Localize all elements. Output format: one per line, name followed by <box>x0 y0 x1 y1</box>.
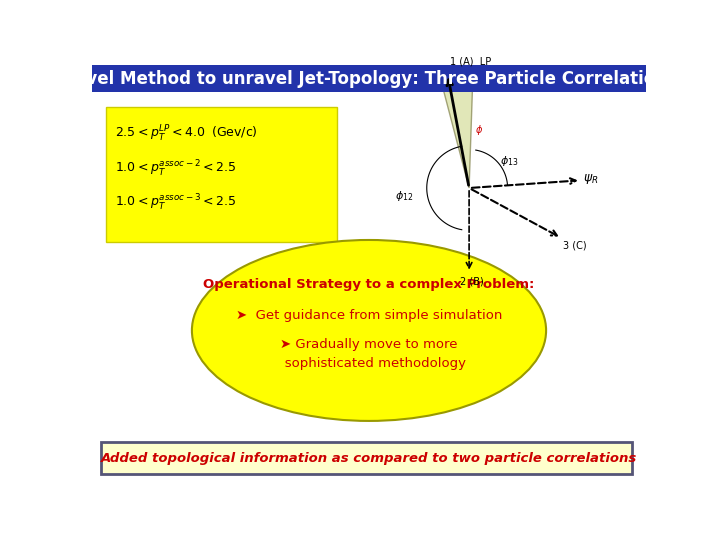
Bar <box>92 65 647 92</box>
Ellipse shape <box>192 240 546 421</box>
Polygon shape <box>440 72 473 188</box>
Text: $1.0 < p_T^{assoc-2} < 2.5$: $1.0 < p_T^{assoc-2} < 2.5$ <box>115 159 236 179</box>
Text: 1 (A)  LP: 1 (A) LP <box>450 56 491 66</box>
Text: $\phi_{12}$: $\phi_{12}$ <box>395 188 414 202</box>
Text: $1.0 < p_T^{assoc-3} < 2.5$: $1.0 < p_T^{assoc-3} < 2.5$ <box>115 193 236 213</box>
Text: ➤  Get guidance from simple simulation: ➤ Get guidance from simple simulation <box>236 308 502 321</box>
Text: $2.5 < p_T^{LP} < 4.0 \;\; (\mathrm{Gev/c})$: $2.5 < p_T^{LP} < 4.0 \;\; (\mathrm{Gev/… <box>115 124 258 144</box>
Bar <box>101 442 632 475</box>
Text: ➤ Gradually move to more
   sophisticated methodology: ➤ Gradually move to more sophisticated m… <box>272 338 466 369</box>
Text: 2 (B): 2 (B) <box>459 276 483 287</box>
Text: $\phi$: $\phi$ <box>475 123 483 137</box>
Text: $\phi_{13}$: $\phi_{13}$ <box>500 154 518 168</box>
Text: Novel Method to unravel Jet-Topology: Three Particle Correlations: Novel Method to unravel Jet-Topology: Th… <box>61 70 677 87</box>
Text: Operational Strategy to a complex Problem:: Operational Strategy to a complex Proble… <box>203 278 535 291</box>
Bar <box>106 107 337 242</box>
Text: Added topological information as compared to two particle correlations: Added topological information as compare… <box>101 452 637 465</box>
Text: 3 (C): 3 (C) <box>563 240 587 251</box>
Text: $\psi_R$: $\psi_R$ <box>583 172 598 186</box>
